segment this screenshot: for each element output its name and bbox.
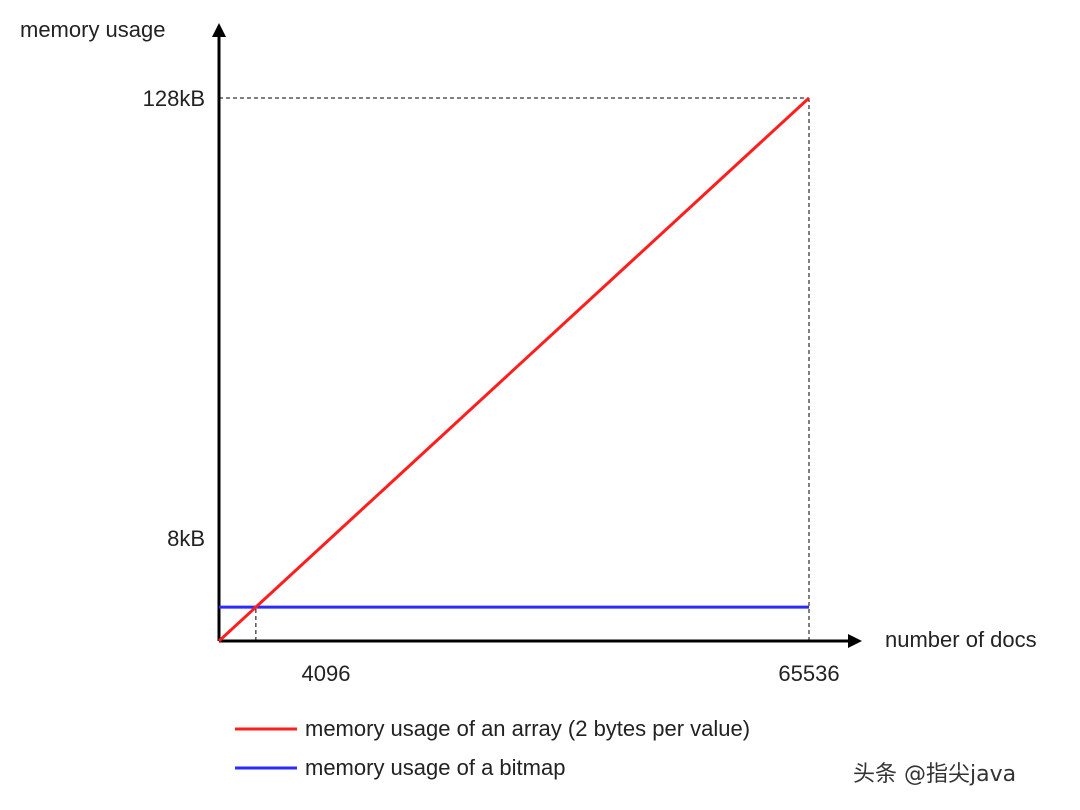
legend: memory usage of an array (2 bytes per va…	[235, 716, 750, 780]
reference-lines	[219, 97, 810, 641]
y-axis-label: memory usage	[20, 17, 166, 42]
y-tick-label-128kb: 128kB	[143, 86, 205, 111]
series-lines	[217, 96, 811, 643]
y-tick-label-8kb: 8kB	[167, 526, 205, 551]
legend-label-array: memory usage of an array (2 bytes per va…	[305, 716, 750, 741]
watermark-text: 头条 @指尖java	[853, 762, 1016, 787]
series-line-0	[217, 96, 811, 643]
x-tick-label-4096: 4096	[302, 661, 351, 686]
x-tick-label-65536: 65536	[778, 661, 839, 686]
x-axis-label: number of docs	[885, 627, 1037, 652]
legend-label-bitmap: memory usage of a bitmap	[305, 755, 565, 780]
